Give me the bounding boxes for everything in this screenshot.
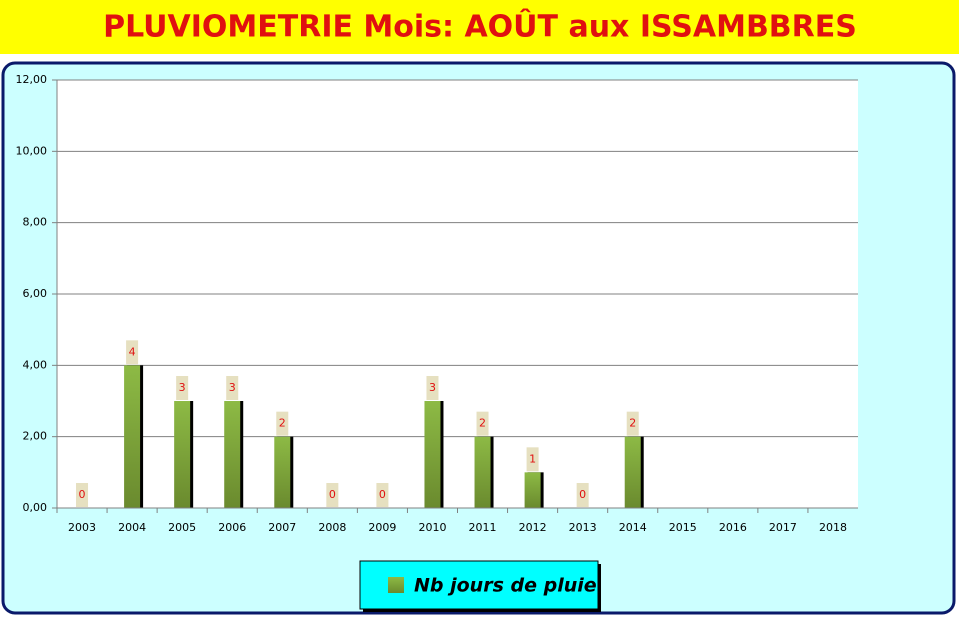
x-tick-label: 2009: [368, 521, 396, 534]
y-tick-label: 12,00: [16, 73, 48, 86]
bar: [224, 401, 241, 508]
data-label: 1: [529, 452, 536, 465]
bar: [624, 436, 641, 508]
x-tick-label: 2010: [418, 521, 446, 534]
data-label-box: [176, 376, 189, 400]
data-label-box: [226, 376, 239, 400]
x-tick-label: 2015: [669, 521, 697, 534]
bar: [474, 436, 491, 508]
bar: [524, 472, 541, 508]
bar: [424, 401, 441, 508]
data-label: 3: [229, 381, 236, 394]
x-tick-label: 2006: [218, 521, 246, 534]
data-label: 4: [129, 345, 136, 358]
y-tick-label: 6,00: [23, 287, 48, 300]
x-tick-label: 2003: [68, 521, 96, 534]
data-label-box: [76, 483, 89, 507]
data-label: 0: [79, 488, 86, 501]
title-band: [0, 0, 959, 54]
x-tick-label: 2012: [519, 521, 547, 534]
data-label: 0: [329, 488, 336, 501]
data-label-box: [126, 340, 139, 365]
data-label-box: [426, 376, 439, 400]
data-label-box: [626, 411, 639, 436]
data-label-box: [526, 447, 539, 472]
x-tick-label: 2017: [769, 521, 797, 534]
data-label: 3: [429, 381, 436, 394]
data-label: 2: [279, 417, 286, 430]
data-label: 2: [479, 417, 486, 430]
y-tick-label: 10,00: [16, 144, 48, 157]
x-tick-label: 2008: [318, 521, 346, 534]
data-label-box: [326, 483, 339, 507]
x-tick-label: 2018: [819, 521, 847, 534]
y-tick-label: 0,00: [23, 501, 48, 514]
y-tick-label: 8,00: [23, 216, 48, 229]
x-tick-label: 2016: [719, 521, 747, 534]
bar: [174, 401, 191, 508]
y-tick-label: 2,00: [23, 430, 48, 443]
legend-swatch: [388, 577, 404, 593]
data-label: 0: [379, 488, 386, 501]
x-tick-label: 2004: [118, 521, 146, 534]
x-tick-label: 2011: [469, 521, 497, 534]
data-label: 3: [179, 381, 186, 394]
data-label: 2: [629, 417, 636, 430]
x-tick-label: 2014: [619, 521, 647, 534]
chart-title: PLUVIOMETRIE Mois: AOÛT aux ISSAMBBRES: [103, 8, 857, 45]
data-label: 0: [579, 488, 586, 501]
bar: [124, 365, 141, 508]
legend-label: Nb jours de pluie: [414, 575, 597, 597]
x-tick-label: 2007: [268, 521, 296, 534]
data-label-box: [376, 483, 389, 507]
bar: [274, 436, 291, 508]
data-label-box: [476, 411, 489, 436]
data-label-box: [576, 483, 589, 507]
y-tick-label: 4,00: [23, 358, 48, 371]
x-tick-label: 2013: [569, 521, 597, 534]
x-tick-label: 2005: [168, 521, 196, 534]
data-label-box: [276, 411, 289, 436]
